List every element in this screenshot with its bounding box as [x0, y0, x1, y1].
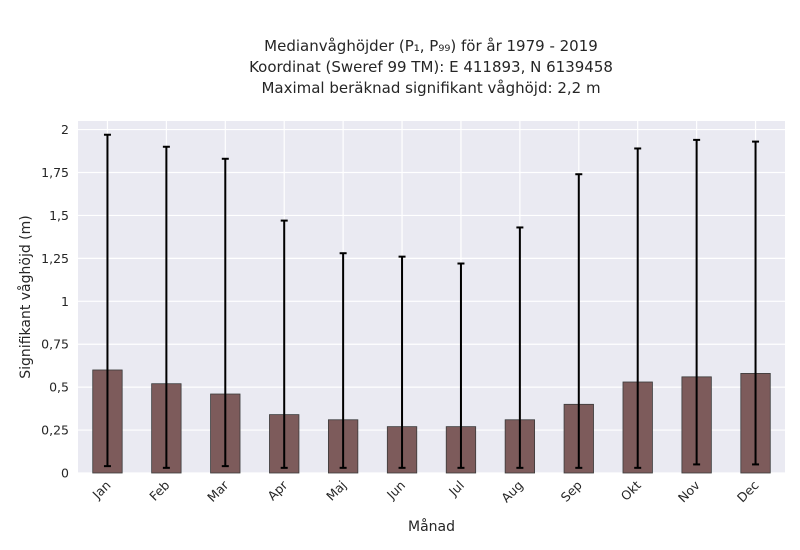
x-tick-label: Sep: [558, 477, 585, 504]
x-tick-label: Apr: [264, 477, 291, 504]
error-bar-maj: [339, 252, 347, 469]
chart-title-line-3: Maximal beräknad signifikant våghöjd: 2,…: [261, 79, 600, 97]
error-bar-sep: [575, 173, 583, 469]
x-tick-label: Jul: [445, 478, 467, 500]
x-tick-label: Maj: [323, 478, 349, 504]
x-tick-label: Jan: [89, 478, 114, 503]
error-bar-mar: [221, 157, 229, 468]
chart-title: Medianvåghöjder (P₁, P₉₉) för år 1979 - …: [249, 37, 613, 97]
x-tick-label: Jun: [383, 478, 408, 503]
x-tick-label: Dec: [734, 477, 762, 505]
y-tick-label: 0,75: [41, 337, 69, 352]
error-bars: [103, 133, 760, 469]
x-tick-label: Nov: [675, 477, 703, 505]
x-tick-label: Mar: [204, 477, 232, 505]
y-tick-label: 1: [61, 294, 69, 309]
y-tick-label: 1,75: [41, 165, 69, 180]
y-tick-label: 1,5: [49, 208, 69, 223]
x-tick-label: Okt: [618, 477, 644, 503]
error-bar-apr: [280, 219, 288, 469]
error-bar-jan: [103, 133, 111, 468]
error-bar-okt: [634, 147, 642, 469]
x-axis-label: Månad: [408, 518, 455, 535]
error-bar-nov: [693, 138, 701, 466]
x-tick-label: Feb: [146, 477, 172, 503]
error-bar-dec: [752, 140, 760, 466]
plot-area: [78, 121, 785, 473]
x-axis-ticks: Jan Feb Mar Apr Maj Jun Jul Aug Sep Okt Nov Dec: [89, 477, 762, 505]
error-bar-aug: [516, 226, 524, 469]
error-bar-jul: [457, 262, 465, 469]
x-tick-label: Aug: [498, 478, 526, 506]
y-axis-ticks: 0 0,25 0,5 0,75 1 1,25 1,5 1,75 2: [41, 122, 69, 480]
y-tick-label: 2: [61, 122, 69, 137]
chart-title-line-1: Medianvåghöjder (P₁, P₉₉) för år 1979 - …: [264, 37, 598, 55]
error-bar-jun: [398, 255, 406, 469]
y-tick-label: 1,25: [41, 251, 69, 266]
y-tick-label: 0,25: [41, 423, 69, 438]
y-axis-label: Signifikant våghöjd (m): [17, 215, 34, 378]
chart-title-line-2: Koordinat (Sweref 99 TM): E 411893, N 61…: [249, 58, 613, 76]
y-tick-label: 0: [61, 466, 69, 481]
y-tick-label: 0,5: [49, 380, 69, 395]
error-bar-feb: [162, 145, 170, 469]
